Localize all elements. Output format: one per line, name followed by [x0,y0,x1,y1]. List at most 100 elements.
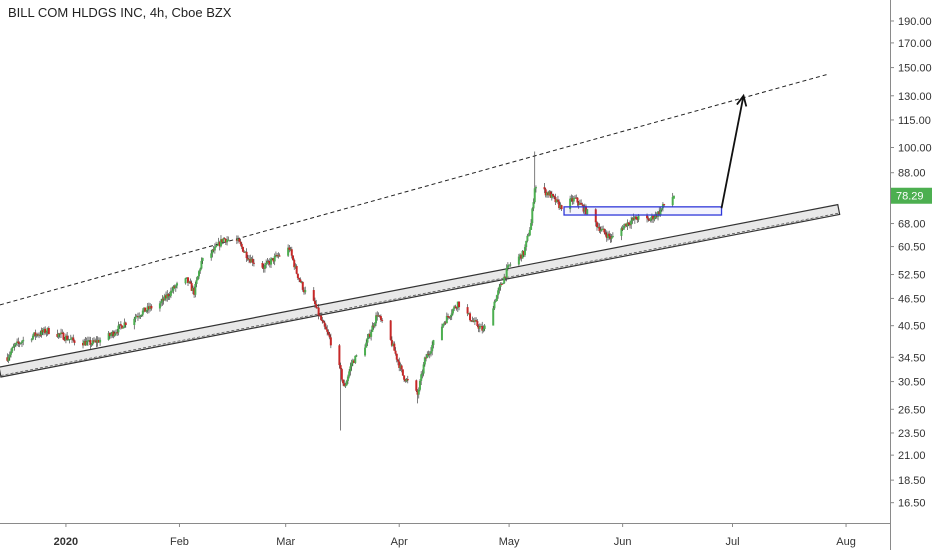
candle-down[interactable] [240,243,243,247]
candle-up[interactable] [523,247,526,256]
candle-down[interactable] [500,283,503,285]
candle-down[interactable] [245,251,248,259]
candle-down[interactable] [481,326,484,331]
candle-down[interactable] [447,316,450,318]
candle-up[interactable] [637,215,640,220]
candle-down[interactable] [302,289,305,293]
candle-down[interactable] [604,232,607,235]
candle-down[interactable] [603,228,606,233]
candle-down[interactable] [390,339,393,346]
candle-up[interactable] [495,295,498,301]
candle-up[interactable] [661,204,664,209]
candle-up[interactable] [498,286,501,291]
candle-up[interactable] [569,198,572,210]
candle-up[interactable] [534,187,537,189]
candle-up[interactable] [211,249,214,254]
candle-down[interactable] [329,337,332,346]
candle-down[interactable] [47,328,50,334]
candle-up[interactable] [611,235,614,238]
candle-down[interactable] [322,321,325,323]
candle-up[interactable] [274,254,277,257]
candle-down[interactable] [652,215,655,220]
time-axis[interactable]: 2020 Feb Mar Apr May Jun Jul Aug [54,523,856,548]
candle-up[interactable] [451,309,454,314]
candle-down[interactable] [144,307,147,312]
candle-up[interactable] [443,322,446,324]
candle-up[interactable] [277,255,280,257]
candle-up[interactable] [138,316,141,318]
candle-up[interactable] [197,271,200,277]
candle-up[interactable] [33,332,36,336]
candle-up[interactable] [653,217,656,220]
candle-up[interactable] [456,301,459,308]
candle-down[interactable] [39,334,42,336]
candle-up[interactable] [83,340,86,346]
candle-up[interactable] [19,342,22,344]
candle-down[interactable] [235,239,238,241]
candle-down[interactable] [288,247,291,250]
candle-down[interactable] [581,204,584,206]
candle-down[interactable] [608,233,611,237]
candle-up[interactable] [483,325,486,329]
candle-down[interactable] [427,353,430,355]
candle-up[interactable] [172,286,175,291]
candle-down[interactable] [36,334,39,336]
candle-down[interactable] [403,375,406,380]
candle-down[interactable] [378,315,381,317]
candle-up[interactable] [497,290,500,296]
candle-up[interactable] [349,366,352,372]
candle-up[interactable] [505,268,508,278]
candle-down[interactable] [576,197,579,203]
candle-down[interactable] [338,345,341,366]
candle-up[interactable] [350,363,353,367]
candle-down[interactable] [595,222,598,228]
candle-up[interactable] [527,235,530,237]
candle-down[interactable] [339,365,342,370]
candle-up[interactable] [508,264,511,266]
candle-up[interactable] [20,341,23,343]
candle-down[interactable] [648,219,651,221]
candle-down[interactable] [658,211,661,215]
candle-down[interactable] [193,288,196,295]
candle-down[interactable] [221,239,224,243]
candle-up[interactable] [118,324,121,326]
candle-down[interactable] [415,380,418,391]
candle-down[interactable] [292,255,295,260]
candle-up[interactable] [7,357,10,361]
candle-up[interactable] [583,206,586,212]
candle-down[interactable] [321,319,324,322]
candle-down[interactable] [147,306,150,310]
candle-down[interactable] [173,286,176,288]
candle-down[interactable] [353,360,356,363]
candle-down[interactable] [389,320,392,340]
upper-dashed-trendline[interactable] [0,73,828,306]
candle-down[interactable] [124,322,127,326]
candle-up[interactable] [600,228,603,231]
candle-down[interactable] [243,251,246,253]
candle-up[interactable] [31,335,34,340]
candle-up[interactable] [237,238,240,241]
candle-up[interactable] [453,306,456,310]
candle-up[interactable] [550,193,553,198]
candle-down[interactable] [544,189,547,196]
candle-down[interactable] [327,331,330,335]
candle-up[interactable] [660,208,663,210]
candle-up[interactable] [222,238,225,243]
candle-up[interactable] [166,294,169,299]
candle-up[interactable] [426,353,429,359]
candle-down[interactable] [472,320,475,322]
candle-up[interactable] [530,223,533,230]
candle-up[interactable] [216,245,219,247]
candle-up[interactable] [11,347,14,352]
candle-up[interactable] [499,283,502,287]
candle-down[interactable] [95,340,98,343]
candle-up[interactable] [110,334,113,337]
candle-up[interactable] [60,332,63,335]
candle-up[interactable] [599,230,602,232]
candle-down[interactable] [262,267,265,269]
candle-down[interactable] [400,365,403,370]
candle-down[interactable] [504,276,507,278]
candle-down[interactable] [82,342,85,346]
candle-up[interactable] [526,235,529,241]
